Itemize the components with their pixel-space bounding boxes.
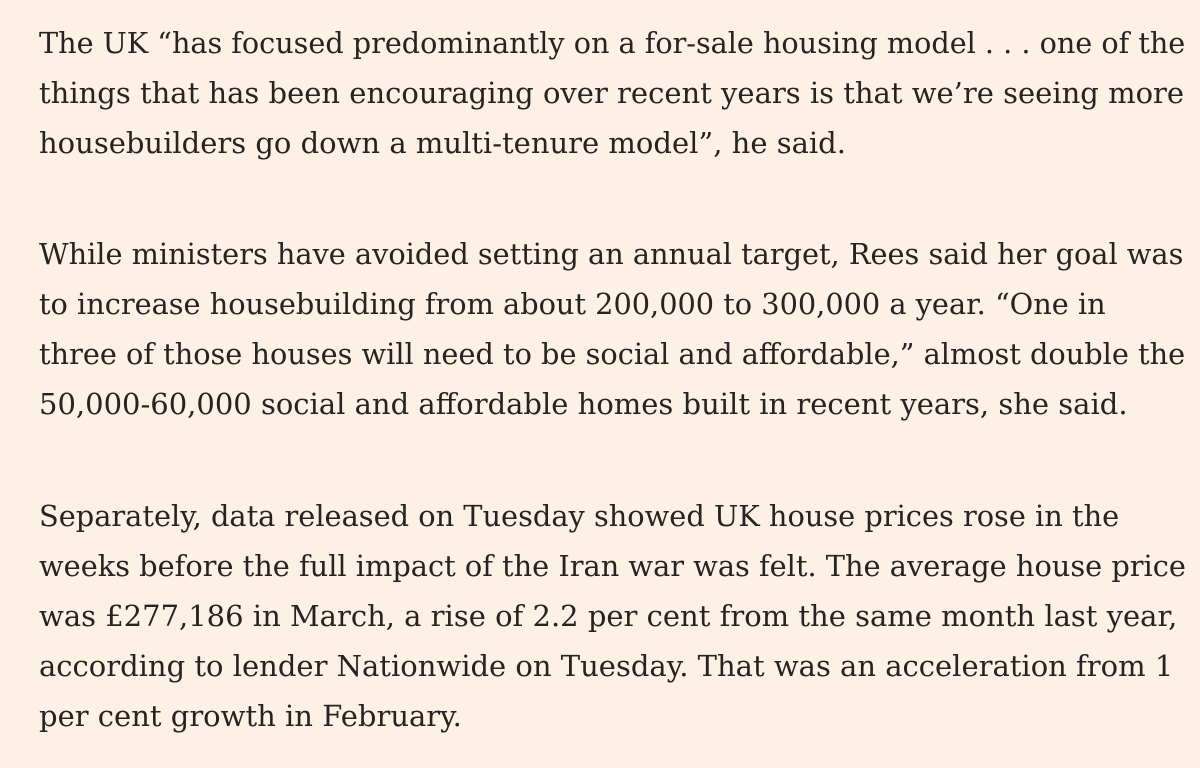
paragraph-house-prices: Separately, data released on Tuesday sho… (39, 491, 1186, 741)
text-line: was £277,186 in March, a rise of 2.2 per… (39, 599, 1178, 633)
text-line: weeks before the full impact of the Iran… (39, 549, 1186, 583)
text-line: 50,000-60,000 social and affordable home… (39, 387, 1128, 421)
text-line: While ministers have avoided setting an … (39, 237, 1184, 271)
text-line: three of those houses will need to be so… (39, 337, 1186, 371)
text-line: according to lender Nationwide on Tuesda… (39, 649, 1174, 683)
paragraph-housing-model: The UK “has focused predominantly on a f… (39, 18, 1185, 168)
text-line: to increase housebuilding from about 200… (39, 287, 1106, 321)
text-line: per cent growth in February. (39, 699, 462, 733)
text-line: things that has been encouraging over re… (39, 76, 1185, 110)
text-line: The UK “has focused predominantly on a f… (39, 26, 1186, 60)
text-line: Separately, data released on Tuesday sho… (39, 499, 1120, 533)
paragraph-housebuilding-target: While ministers have avoided setting an … (39, 229, 1185, 429)
text-line: housebuilders go down a multi-tenure mod… (39, 126, 846, 160)
